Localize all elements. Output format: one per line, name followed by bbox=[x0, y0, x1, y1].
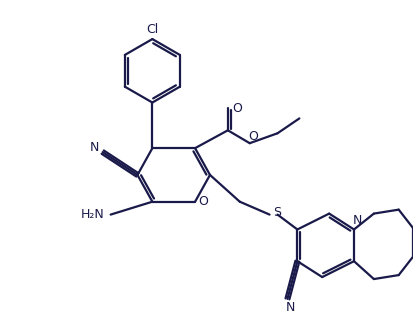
Text: Cl: Cl bbox=[146, 23, 158, 36]
Text: N: N bbox=[285, 301, 294, 314]
Text: O: O bbox=[248, 130, 258, 143]
Text: O: O bbox=[231, 102, 241, 115]
Text: N: N bbox=[351, 214, 361, 227]
Text: S: S bbox=[273, 206, 281, 219]
Text: N: N bbox=[90, 141, 99, 154]
Text: H₂N: H₂N bbox=[81, 208, 104, 221]
Text: O: O bbox=[197, 195, 207, 208]
